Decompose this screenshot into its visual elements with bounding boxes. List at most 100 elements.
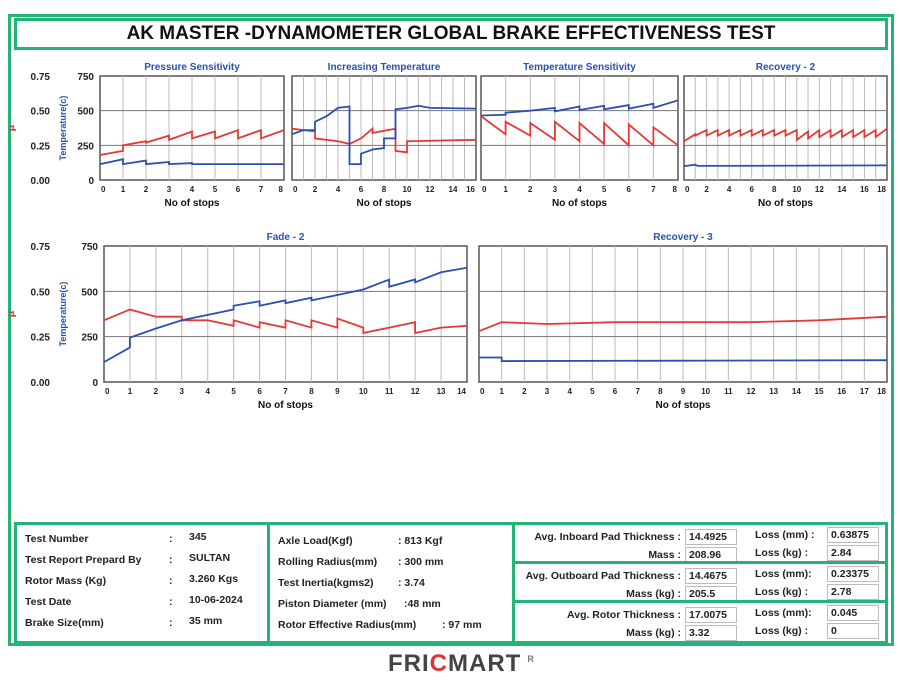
x-axis-label: No of stops [656,400,711,411]
x-tick-label: 0 [105,387,110,396]
loss-mm-label: Loss (mm): [755,568,812,580]
info-label: Rolling Radius(mm) [278,556,378,568]
x-tick-label: 6 [749,185,754,194]
x-tick-label: 9 [335,387,340,396]
thickness-value: 14.4675 [685,568,737,584]
page-title: AK MASTER -DYNAMOMETER GLOBAL BRAKE EFFE… [14,18,888,50]
chart-title: Fade - 2 [267,232,305,243]
chart-title: Pressure Sensitivity [144,62,240,73]
temperature-series-line [479,356,888,363]
mu-tick-label: 0.75 [31,242,51,253]
x-tick-label: 10 [359,387,368,396]
mu-series-line [478,315,888,333]
mu-axis-label: μ [7,310,17,317]
temperature-series-line [480,99,679,117]
info-value: : 3.74 [398,577,425,589]
x-axis-label: No of stops [357,198,412,209]
rig-info-box: Axle Load(Kgf): 813 Kgf Rolling Radius(mm… [267,522,515,644]
chart-title: Recovery - 3 [653,232,713,243]
x-tick-label: 0 [685,185,690,194]
thickness-value: 14.4925 [685,529,737,545]
loss-mm-label: Loss (mm) : [755,529,815,541]
thickness-label: Avg. Outboard Pad Thickness : [525,570,681,582]
info-label: Brake Size(mm) [25,617,104,629]
divider [515,600,885,603]
temp-axis-label: Temperature(c) [58,282,68,347]
temperature-series-line [291,104,477,165]
x-tick-label: 4 [727,185,732,194]
temp-axis-label: Temperature(c) [58,96,68,161]
x-tick-label: 2 [522,387,527,396]
mu-series-line [480,115,679,148]
mu-tick-label: 0.50 [31,107,51,118]
x-tick-label: 18 [877,387,886,396]
temperature-series-line [683,163,888,167]
temp-tick-label: 750 [81,242,98,253]
info-value: :48 mm [404,598,441,610]
x-axis-label: No of stops [165,198,220,209]
mu-axis-label: μ [7,124,17,131]
temperature-series-line [99,158,284,166]
x-tick-label: 8 [772,185,777,194]
x-tick-label: 3 [545,387,550,396]
x-tick-label: 1 [128,387,133,396]
x-tick-label: 7 [651,185,656,194]
info-value: : 97 mm [442,619,482,631]
temperature-series-line [103,266,468,363]
mu-series-line [99,128,285,156]
x-tick-label: 5 [602,185,607,194]
x-tick-label: 6 [359,185,364,194]
x-axis-label: No of stops [258,400,313,411]
info-label: Rotor Effective Radius(mm) [278,619,417,631]
x-tick-label: 4 [577,185,582,194]
x-tick-label: 12 [747,387,756,396]
thickness-label: Avg. Rotor Thickness : [567,609,681,621]
mu-tick-label: 0.25 [31,141,51,152]
x-tick-label: 12 [411,387,420,396]
info-value: 35 mm [189,615,223,627]
x-tick-label: 10 [701,387,710,396]
loss-kg-value: 2.78 [827,584,879,600]
x-tick-label: 8 [279,185,284,194]
x-tick-label: 6 [257,387,262,396]
colon: : [169,575,173,587]
loss-kg-label: Loss (kg) : [755,586,809,598]
x-tick-label: 10 [403,185,412,194]
temp-tick-label: 750 [77,72,94,83]
x-tick-label: 4 [567,387,572,396]
loss-mm-label: Loss (mm): [755,607,812,619]
x-tick-label: 3 [180,387,185,396]
thickness-value: 17.0075 [685,607,737,623]
x-tick-label: 2 [154,387,159,396]
loss-kg-value: 0 [827,623,879,639]
info-label: Test Date [25,596,72,608]
x-tick-label: 0 [482,185,487,194]
x-tick-label: 15 [815,387,824,396]
thickness-info-box: Avg. Inboard Pad Thickness : 14.4925 Los… [512,522,888,644]
info-value: : 300 mm [398,556,444,568]
x-tick-label: 2 [144,185,149,194]
mu-series-line [103,308,468,335]
x-tick-label: 6 [613,387,618,396]
fricmart-logo: FRICMART R [388,650,535,677]
loss-mm-value: 0.23375 [827,566,879,582]
mu-tick-label: 0.25 [31,333,51,344]
info-label: Test Inertia(kgms2) [278,577,374,589]
x-tick-label: 3 [553,185,558,194]
colon: : [169,596,173,608]
x-tick-label: 12 [426,185,435,194]
x-tick-label: 16 [837,387,846,396]
x-tick-label: 8 [309,387,314,396]
loss-mm-value: 0.045 [827,605,879,621]
temp-tick-label: 250 [77,141,94,152]
x-tick-label: 2 [313,185,318,194]
x-tick-label: 0 [480,387,485,396]
x-tick-label: 0 [293,185,298,194]
loss-mm-value: 0.63875 [827,527,879,543]
temp-tick-label: 500 [77,107,94,118]
x-tick-label: 8 [673,185,678,194]
x-tick-label: 16 [466,185,475,194]
x-tick-label: 17 [860,387,869,396]
temp-tick-label: 0 [92,378,98,389]
x-tick-label: 0 [101,185,106,194]
